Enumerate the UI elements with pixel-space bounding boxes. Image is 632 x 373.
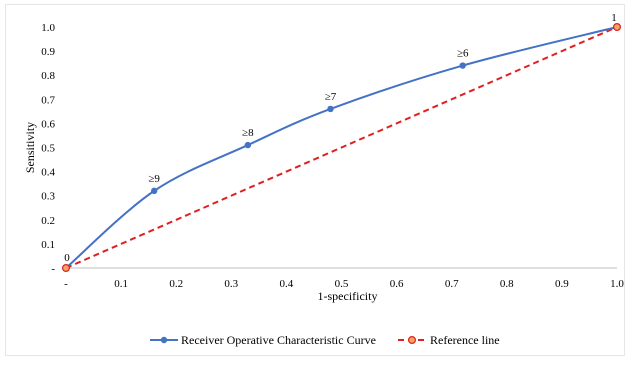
x-tick-label: 0.1 [114,278,128,290]
x-tick-label: 0.2 [169,278,183,290]
x-tick-label: 0.8 [500,278,514,290]
roc-curve-line [65,26,618,269]
reference-point [61,264,70,273]
roc-point [150,187,158,195]
x-tick-label: 0.6 [390,278,404,290]
legend-item-reference: Reference line [398,333,500,347]
roc-point-label: ≥7 [325,91,337,103]
legend-roc-label: Receiver Operative Characteristic Curve [181,333,376,347]
roc-point [244,141,252,149]
y-tick-labels: - 0.1 0.2 0.3 0.4 0.5 0.6 0.7 0.8 0.9 1.0 [41,22,55,275]
legend-item-roc: Receiver Operative Characteristic Curve [150,333,376,347]
legend-reference-label: Reference line [430,333,500,347]
y-tick-label: 0.5 [41,143,55,155]
x-axis-title: 1-specificity [318,289,378,303]
y-tick-label: - [51,263,55,275]
x-tick-label: - [64,278,68,290]
y-tick-label: 0.9 [41,46,55,58]
roc-point-label: ≥9 [148,173,160,185]
y-tick-label: 0.1 [41,239,55,251]
x-tick-label: 0.5 [335,278,349,290]
y-axis-title: Sensitivity [23,122,37,173]
legend-roc-marker [160,336,168,344]
legend-reference-marker [408,336,417,345]
y-tick-label: 1.0 [41,22,55,34]
y-tick-label: 0.4 [41,167,55,179]
legend: Receiver Operative Characteristic Curve … [150,333,500,347]
x-tick-labels: - 0.1 0.2 0.3 0.4 0.5 0.6 0.7 0.8 0.9 1.0 [64,278,624,290]
reference-line [65,26,618,269]
roc-point-label: ≥8 [242,127,254,139]
chart-frame [5,4,625,356]
x-tick-label: 0.9 [555,278,569,290]
roc-point-label: 0 [64,252,70,264]
roc-point [459,62,466,69]
x-tick-label: 0.7 [445,278,459,290]
roc-point-label: 1 [611,12,617,24]
x-tick-label: 0.3 [224,278,238,290]
y-tick-label: 0.3 [41,191,55,203]
roc-point [327,105,334,113]
x-tick-label: 0.4 [280,278,294,290]
y-tick-label: 0.6 [41,118,55,130]
reference-point [612,23,621,32]
y-tick-label: 0.2 [41,215,55,227]
plot-area: 0 ≥9 ≥8 ≥7 ≥6 1 [61,12,621,273]
y-tick-label: 0.7 [41,94,55,106]
y-tick-label: 0.8 [41,70,55,82]
x-tick-label: 1.0 [610,278,624,290]
roc-point-label: ≥6 [457,48,469,60]
